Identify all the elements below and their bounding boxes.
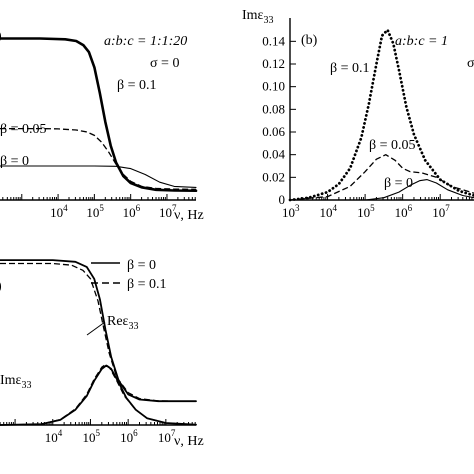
y-tick-label: 0.10 — [262, 79, 285, 94]
legend-beta01-label: β = 0.1 — [127, 277, 167, 292]
panel-b-ylabel: Imε33 — [242, 8, 273, 26]
panel-a-ratio-annotation: a:b:c = 1:1:20 — [104, 34, 187, 49]
x-tick-label: 106 — [123, 203, 141, 220]
panel-c-label: ) — [0, 279, 2, 294]
panel-a-beta005-label: β = 0.05 — [0, 122, 47, 137]
panel-a-beta01-label: β = 0.1 — [117, 78, 157, 93]
panel-a: 104 105 106 107 — [0, 37, 198, 220]
series-line-b-1 — [289, 154, 474, 201]
series-line-c-3 — [0, 363, 197, 426]
x-tick-label: 105 — [86, 203, 104, 220]
panel-c: 104 105 106 107 — [0, 259, 197, 445]
x-tick-label: 107 — [158, 428, 176, 445]
series-line-a-2 — [0, 165, 197, 188]
panel-a-xlabel: ν, Hz — [174, 208, 204, 223]
panel-a-beta0-label: β = 0 — [0, 154, 29, 169]
y-tick-label: 0.08 — [262, 101, 285, 116]
x-tick-label: 104 — [45, 428, 63, 445]
y-tick-label: 0.02 — [262, 169, 285, 184]
re-eps33-label: Reε33 — [107, 314, 138, 332]
panel-b-sigma-annotation: σ — [467, 56, 474, 71]
panel-b-ratio-annotation: a:b:c = 1 — [395, 34, 448, 49]
panel-b-beta01-label: β = 0.1 — [330, 61, 370, 76]
x-tick-label: 106 — [395, 203, 413, 220]
im-eps33-label: Imε33 — [0, 373, 31, 391]
series-line-b-2 — [289, 179, 474, 201]
panel-b-beta005-label: β = 0.05 — [369, 138, 416, 153]
panel-b: 103 104 105 106 107 0 0.02 0.04 0.06 0.08 0.10 0.12… — [262, 18, 474, 220]
y-tick-label: 0 — [279, 192, 286, 207]
series-line-a-0 — [0, 37, 198, 192]
re-eps33-pointer — [86, 321, 106, 336]
series-line-a-1 — [0, 127, 197, 190]
x-tick-label: 105 — [357, 203, 375, 220]
x-tick-label: 104 — [50, 203, 68, 220]
x-tick-label: 107 — [432, 203, 450, 220]
panel-c-xlabel: ν, Hz — [174, 434, 204, 449]
panel-labels: ) a:b:c = 1:1:20 σ = 0 β = 0.1 β = 0.05 … — [0, 8, 474, 449]
panel-a-sigma-annotation: σ = 0 — [150, 56, 179, 71]
y-tick-label: 0.04 — [262, 147, 285, 162]
x-tick-label: 106 — [120, 428, 138, 445]
y-tick-label: 0.06 — [262, 124, 285, 139]
legend-beta0-label: β = 0 — [127, 258, 156, 273]
y-tick-label: 0.12 — [262, 56, 285, 71]
panel-a-label: ) — [0, 29, 2, 44]
x-tick-label: 105 — [82, 428, 100, 445]
y-tick-label: 0.14 — [262, 33, 285, 48]
x-tick-label: 103 — [282, 203, 300, 220]
x-tick-label: 104 — [320, 203, 338, 220]
series-line-b-0 — [288, 28, 474, 202]
panel-b-beta0-label: β = 0 — [384, 176, 413, 191]
series-line-c-2 — [0, 364, 197, 426]
x-tick-label: 107 — [159, 203, 177, 220]
series-line-c-1 — [0, 262, 196, 402]
panel-b-label: (b) — [301, 33, 318, 48]
